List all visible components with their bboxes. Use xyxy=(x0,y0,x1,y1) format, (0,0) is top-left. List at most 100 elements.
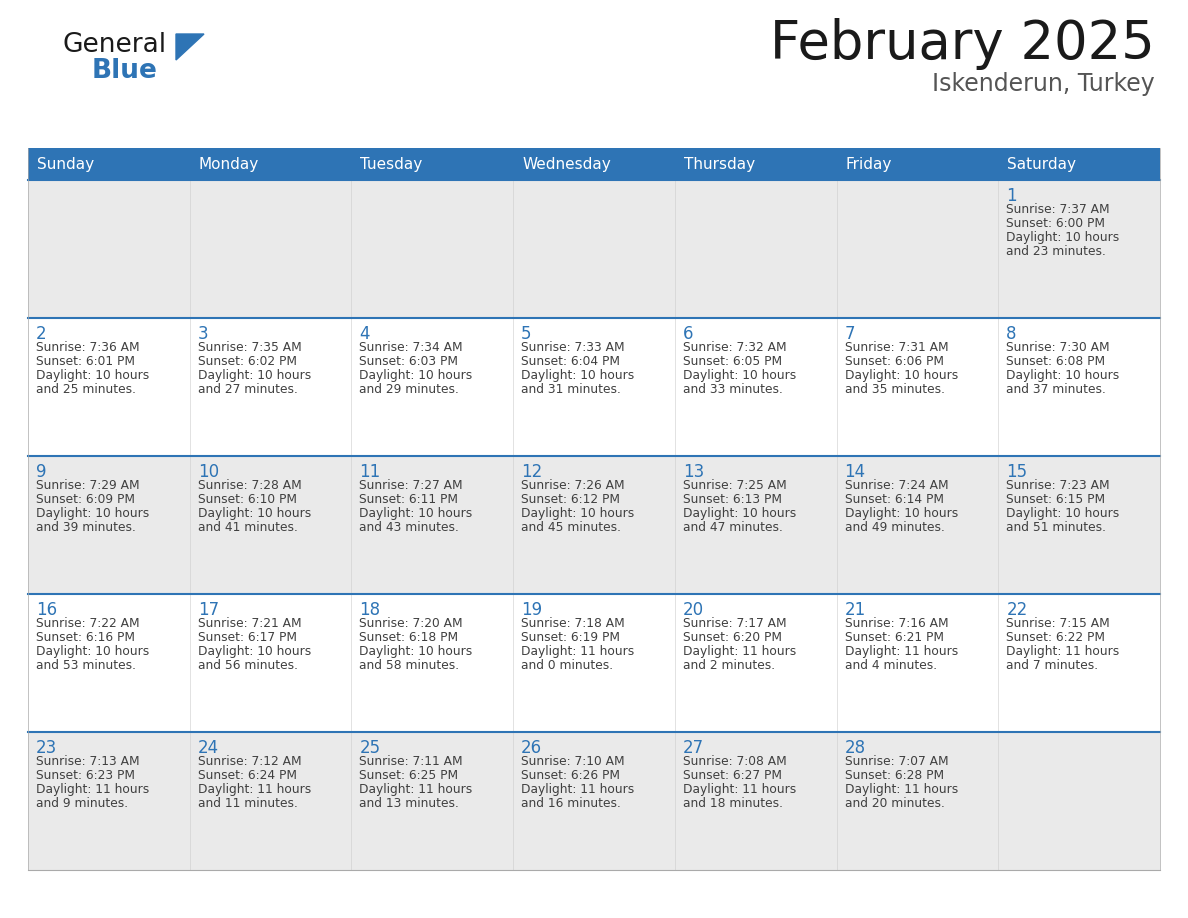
Text: Sunset: 6:04 PM: Sunset: 6:04 PM xyxy=(522,355,620,368)
Text: Daylight: 10 hours: Daylight: 10 hours xyxy=(360,507,473,520)
Text: Sunrise: 7:28 AM: Sunrise: 7:28 AM xyxy=(197,479,302,492)
Text: 7: 7 xyxy=(845,325,855,343)
Text: Sunset: 6:10 PM: Sunset: 6:10 PM xyxy=(197,493,297,506)
Text: and 53 minutes.: and 53 minutes. xyxy=(36,659,135,672)
Text: Daylight: 11 hours: Daylight: 11 hours xyxy=(845,645,958,658)
Text: Sunrise: 7:20 AM: Sunrise: 7:20 AM xyxy=(360,617,463,630)
Text: Sunset: 6:26 PM: Sunset: 6:26 PM xyxy=(522,769,620,782)
Text: and 23 minutes.: and 23 minutes. xyxy=(1006,245,1106,258)
Text: Sunset: 6:21 PM: Sunset: 6:21 PM xyxy=(845,631,943,644)
Bar xyxy=(29,456,1159,594)
Text: Sunset: 6:05 PM: Sunset: 6:05 PM xyxy=(683,355,782,368)
Text: and 25 minutes.: and 25 minutes. xyxy=(36,383,135,396)
Text: 9: 9 xyxy=(36,463,46,481)
Text: 5: 5 xyxy=(522,325,532,343)
Text: Sunset: 6:18 PM: Sunset: 6:18 PM xyxy=(360,631,459,644)
Text: and 27 minutes.: and 27 minutes. xyxy=(197,383,297,396)
Text: February 2025: February 2025 xyxy=(770,18,1155,70)
Text: Daylight: 10 hours: Daylight: 10 hours xyxy=(36,369,150,382)
Text: Daylight: 11 hours: Daylight: 11 hours xyxy=(1006,645,1119,658)
Text: and 47 minutes.: and 47 minutes. xyxy=(683,521,783,534)
Text: 20: 20 xyxy=(683,601,704,619)
Text: Daylight: 10 hours: Daylight: 10 hours xyxy=(845,507,958,520)
Text: 14: 14 xyxy=(845,463,866,481)
Text: Daylight: 10 hours: Daylight: 10 hours xyxy=(197,369,311,382)
Text: Sunrise: 7:16 AM: Sunrise: 7:16 AM xyxy=(845,617,948,630)
Text: Sunset: 6:13 PM: Sunset: 6:13 PM xyxy=(683,493,782,506)
Text: Sunrise: 7:33 AM: Sunrise: 7:33 AM xyxy=(522,341,625,354)
Text: Daylight: 10 hours: Daylight: 10 hours xyxy=(522,369,634,382)
Text: Sunrise: 7:07 AM: Sunrise: 7:07 AM xyxy=(845,755,948,768)
Text: 1: 1 xyxy=(1006,187,1017,205)
Text: Sunset: 6:14 PM: Sunset: 6:14 PM xyxy=(845,493,943,506)
Text: 11: 11 xyxy=(360,463,380,481)
Text: Daylight: 11 hours: Daylight: 11 hours xyxy=(683,645,796,658)
Text: Sunset: 6:28 PM: Sunset: 6:28 PM xyxy=(845,769,943,782)
Text: Daylight: 11 hours: Daylight: 11 hours xyxy=(197,783,311,796)
Text: Sunset: 6:06 PM: Sunset: 6:06 PM xyxy=(845,355,943,368)
Text: Sunset: 6:17 PM: Sunset: 6:17 PM xyxy=(197,631,297,644)
Text: and 37 minutes.: and 37 minutes. xyxy=(1006,383,1106,396)
Text: and 39 minutes.: and 39 minutes. xyxy=(36,521,135,534)
Text: Sunrise: 7:32 AM: Sunrise: 7:32 AM xyxy=(683,341,786,354)
Bar xyxy=(29,148,1159,180)
Text: Daylight: 10 hours: Daylight: 10 hours xyxy=(197,507,311,520)
Text: 26: 26 xyxy=(522,739,542,757)
Text: Sunset: 6:11 PM: Sunset: 6:11 PM xyxy=(360,493,459,506)
Text: Sunset: 6:22 PM: Sunset: 6:22 PM xyxy=(1006,631,1105,644)
Text: Sunrise: 7:29 AM: Sunrise: 7:29 AM xyxy=(36,479,140,492)
Polygon shape xyxy=(176,34,204,60)
Text: Daylight: 10 hours: Daylight: 10 hours xyxy=(1006,369,1119,382)
Text: Sunrise: 7:30 AM: Sunrise: 7:30 AM xyxy=(1006,341,1110,354)
Text: Sunrise: 7:10 AM: Sunrise: 7:10 AM xyxy=(522,755,625,768)
Text: and 13 minutes.: and 13 minutes. xyxy=(360,797,460,810)
Text: Sunday: Sunday xyxy=(37,156,94,172)
Text: General: General xyxy=(62,32,166,58)
Text: and 58 minutes.: and 58 minutes. xyxy=(360,659,460,672)
Text: Wednesday: Wednesday xyxy=(523,156,611,172)
Text: Daylight: 11 hours: Daylight: 11 hours xyxy=(360,783,473,796)
Text: Monday: Monday xyxy=(198,156,259,172)
Text: 16: 16 xyxy=(36,601,57,619)
Text: and 43 minutes.: and 43 minutes. xyxy=(360,521,460,534)
Text: and 33 minutes.: and 33 minutes. xyxy=(683,383,783,396)
Text: Sunrise: 7:12 AM: Sunrise: 7:12 AM xyxy=(197,755,302,768)
Text: 21: 21 xyxy=(845,601,866,619)
Text: Sunrise: 7:37 AM: Sunrise: 7:37 AM xyxy=(1006,203,1110,216)
Bar xyxy=(29,180,1159,318)
Text: 25: 25 xyxy=(360,739,380,757)
Text: 19: 19 xyxy=(522,601,542,619)
Text: Daylight: 10 hours: Daylight: 10 hours xyxy=(522,507,634,520)
Bar xyxy=(29,318,1159,456)
Text: Sunrise: 7:13 AM: Sunrise: 7:13 AM xyxy=(36,755,140,768)
Text: and 31 minutes.: and 31 minutes. xyxy=(522,383,621,396)
Text: Sunrise: 7:21 AM: Sunrise: 7:21 AM xyxy=(197,617,302,630)
Text: and 29 minutes.: and 29 minutes. xyxy=(360,383,460,396)
Text: 10: 10 xyxy=(197,463,219,481)
Text: Sunrise: 7:27 AM: Sunrise: 7:27 AM xyxy=(360,479,463,492)
Text: Sunrise: 7:18 AM: Sunrise: 7:18 AM xyxy=(522,617,625,630)
Text: and 9 minutes.: and 9 minutes. xyxy=(36,797,128,810)
Text: Sunrise: 7:34 AM: Sunrise: 7:34 AM xyxy=(360,341,463,354)
Text: Daylight: 10 hours: Daylight: 10 hours xyxy=(1006,231,1119,244)
Text: 27: 27 xyxy=(683,739,704,757)
Text: Sunset: 6:08 PM: Sunset: 6:08 PM xyxy=(1006,355,1105,368)
Text: Sunset: 6:03 PM: Sunset: 6:03 PM xyxy=(360,355,459,368)
Text: and 45 minutes.: and 45 minutes. xyxy=(522,521,621,534)
Text: Daylight: 11 hours: Daylight: 11 hours xyxy=(36,783,150,796)
Text: Thursday: Thursday xyxy=(684,156,756,172)
Text: Daylight: 10 hours: Daylight: 10 hours xyxy=(360,369,473,382)
Text: Daylight: 10 hours: Daylight: 10 hours xyxy=(36,645,150,658)
Text: Sunrise: 7:22 AM: Sunrise: 7:22 AM xyxy=(36,617,140,630)
Text: Blue: Blue xyxy=(91,58,158,84)
Text: Sunset: 6:01 PM: Sunset: 6:01 PM xyxy=(36,355,135,368)
Text: Sunrise: 7:15 AM: Sunrise: 7:15 AM xyxy=(1006,617,1110,630)
Text: Daylight: 11 hours: Daylight: 11 hours xyxy=(522,645,634,658)
Text: Sunrise: 7:17 AM: Sunrise: 7:17 AM xyxy=(683,617,786,630)
Text: 22: 22 xyxy=(1006,601,1028,619)
Text: and 0 minutes.: and 0 minutes. xyxy=(522,659,613,672)
Text: and 16 minutes.: and 16 minutes. xyxy=(522,797,621,810)
Text: Sunrise: 7:36 AM: Sunrise: 7:36 AM xyxy=(36,341,140,354)
Text: Sunset: 6:02 PM: Sunset: 6:02 PM xyxy=(197,355,297,368)
Text: Sunset: 6:16 PM: Sunset: 6:16 PM xyxy=(36,631,135,644)
